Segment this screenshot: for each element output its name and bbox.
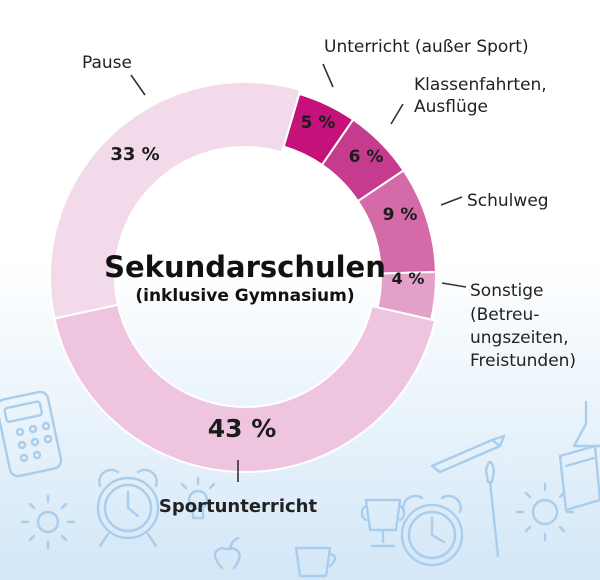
slice-value-label-sonstige: 4 % (392, 269, 425, 288)
alarm-clock-icon (400, 494, 464, 567)
sun-icon (20, 494, 76, 550)
donut-slices (49, 81, 437, 473)
leader-line-schulweg (440, 196, 463, 206)
slice-value-label-unterricht: 5 % (301, 113, 336, 133)
lightbulb-icon (180, 476, 216, 520)
apple-icon (213, 536, 241, 570)
trophy-icon (360, 498, 406, 548)
slice-value-label-schulweg: 9 % (383, 205, 418, 225)
donut-slice-6 (49, 81, 302, 320)
flask-icon (572, 400, 600, 448)
calculator-icon (0, 390, 63, 478)
school-doodles-background (0, 390, 600, 578)
leader-line-unterricht (322, 63, 334, 88)
leader-line-klassenfahrten (390, 103, 404, 125)
paintbrush-icon (484, 460, 500, 558)
pencil-icon (430, 434, 506, 474)
leader-line-sonstige (441, 282, 467, 288)
leader-lines (130, 63, 467, 482)
cup-icon (294, 546, 337, 578)
slice-value-label-sportunterricht: 43 % (208, 414, 277, 443)
alarm-clock-icon (96, 468, 160, 548)
slice-label-klassenfahrten: Klassenfahrten, Ausflüge (414, 75, 552, 117)
slice-label-sportunterricht: Sportunterricht (159, 496, 318, 517)
sun-icon (515, 482, 575, 542)
slice-value-label-pause: 33 % (110, 144, 159, 165)
chart-title: Sekundarschulen (104, 250, 386, 284)
slice-label-pause: Pause (82, 53, 132, 73)
slice-value-label-klassenfahrten: 6 % (349, 147, 384, 167)
chart-subtitle: (inklusive Gymnasium) (135, 286, 354, 306)
book-icon (558, 444, 600, 512)
donut-slice-5 (53, 303, 437, 473)
slice-label-unterricht: Unterricht (außer Sport) (324, 37, 529, 57)
slice-label-sonstige: Sonstige (Betreu- ungszeiten, Freistunde… (470, 281, 576, 371)
slice-label-schulweg: Schulweg (467, 191, 549, 211)
leader-line-pause (130, 74, 146, 96)
